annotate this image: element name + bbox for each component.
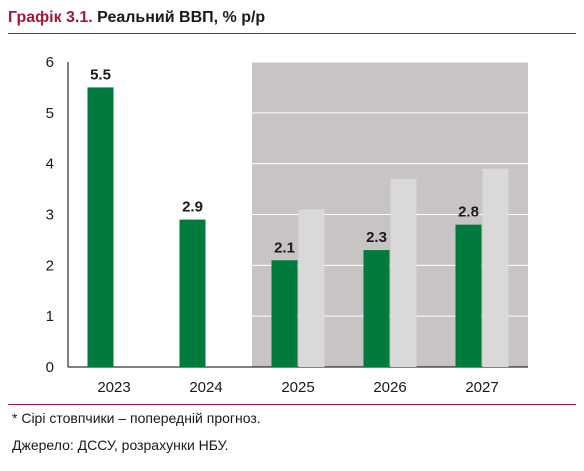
chart-title-main: Реальний ВВП, % р/р: [97, 9, 266, 26]
bar-actual: [455, 224, 482, 367]
source-note: Джерело: ДССУ, розрахунки НБУ.: [12, 437, 229, 453]
y-tick-label: 5: [46, 105, 54, 122]
data-label: 2.8: [458, 204, 479, 221]
bar-previous-forecast: [390, 178, 417, 367]
data-label: 2.1: [274, 239, 295, 256]
bar-actual: [271, 260, 298, 367]
footnote: * Сірі стовпчики – попередній прогноз.: [12, 410, 261, 426]
footer-divider: [8, 404, 576, 405]
y-tick-label: 3: [46, 207, 54, 224]
x-tick-label: 2026: [373, 379, 406, 396]
data-label: 5.5: [90, 66, 111, 83]
y-tick-label: 4: [46, 156, 54, 173]
bar-previous-forecast: [298, 209, 325, 367]
y-tick-label: 2: [46, 257, 54, 274]
bar-previous-forecast: [482, 168, 509, 367]
chart-title: Графік 3.1. Реальний ВВП, % р/р: [8, 9, 265, 27]
x-tick-label: 2024: [189, 379, 222, 396]
data-label: 2.9: [182, 199, 203, 216]
bar-actual: [87, 87, 114, 368]
data-label: 2.3: [366, 229, 387, 246]
title-divider: [8, 33, 576, 34]
chart-title-prefix: Графік 3.1.: [8, 9, 93, 26]
y-tick-label: 0: [46, 359, 54, 376]
x-tick-label: 2023: [97, 379, 130, 396]
bar-actual: [179, 219, 206, 367]
bar-actual: [363, 250, 390, 367]
y-tick-label: 6: [46, 54, 54, 71]
x-tick-label: 2025: [281, 379, 314, 396]
x-tick-label: 2027: [465, 379, 498, 396]
y-tick-label: 1: [46, 308, 54, 325]
bar-chart: 0 1 2 3 4 5 6 2023 2024 2025 2026 2027 5.5 2.9 2.1 2.3 2…: [46, 54, 528, 396]
